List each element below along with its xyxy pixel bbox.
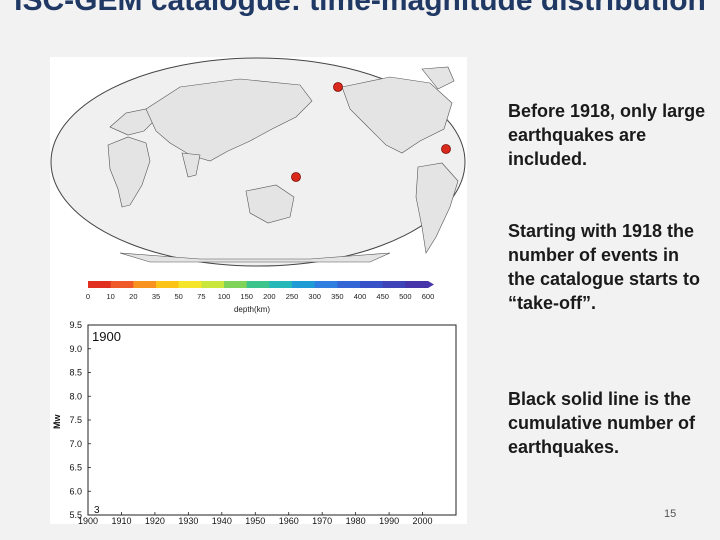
asia-landmass — [145, 78, 313, 162]
y-axis-ticks: 9.5 9.0 8.5 8.0 7.5 7.0 6.5 6.0 5.5 — [69, 320, 91, 520]
colorbar-segment — [337, 281, 361, 288]
alaska-event — [333, 82, 343, 92]
colorbar-segment — [405, 281, 429, 288]
greenland-landmass — [421, 66, 455, 90]
colorbar-segment — [269, 281, 293, 288]
x-axis-ticks: 1900 1910 1920 1930 1940 1950 1960 1970 1980 1990… — [78, 512, 433, 526]
bullet-item: Black solid line is the cumulative numbe… — [508, 389, 696, 457]
plot-year-label: 1900 — [92, 329, 121, 344]
colorbar-tick-label: 50 — [174, 292, 182, 301]
melanesia-event — [291, 172, 301, 182]
x-tick-label: 1950 — [245, 516, 265, 524]
colorbar-segment — [156, 281, 180, 288]
figure-panel: 0 10 20 35 50 75 100 150 200 250 300 350 400 450 500 60… — [50, 57, 467, 526]
continents — [107, 66, 459, 263]
antarctica-landmass — [119, 252, 391, 263]
x-tick-label: 1960 — [279, 516, 299, 524]
y-tick-label: 7.5 — [69, 415, 82, 425]
colorbar-segment — [246, 281, 270, 288]
x-tick-label: 2000 — [413, 516, 433, 524]
y-tick-label: 8.5 — [69, 368, 82, 378]
bullet-item: Starting with 1918 the number of events … — [508, 221, 701, 313]
figure-svg: 0 10 20 35 50 75 100 150 200 250 300 350 400 450 500 60… — [50, 57, 466, 526]
colorbar-tick-label: 600 — [422, 292, 435, 301]
y-tick-label: 6.5 — [69, 463, 82, 473]
colorbar-tick-label: 450 — [376, 292, 389, 301]
colorbar-segment — [360, 281, 384, 288]
south-america-landmass — [415, 162, 459, 254]
colorbar-tick-label: 400 — [354, 292, 367, 301]
caribbean-event — [441, 144, 451, 154]
colorbar-arrow — [428, 281, 434, 288]
y-tick-label: 6.0 — [69, 486, 82, 496]
bullet-item: Before 1918, only large earthquakes are … — [508, 101, 706, 169]
colorbar-label: depth(km) — [234, 305, 270, 314]
y-tick-label: 8.0 — [69, 391, 82, 401]
x-tick-label: 1900 — [78, 516, 98, 524]
india-landmass — [181, 152, 201, 178]
x-tick-label: 1920 — [145, 516, 165, 524]
colorbar-segment — [110, 281, 134, 288]
colorbar-segment — [133, 281, 157, 288]
y-tick-label: 9.0 — [69, 344, 82, 354]
x-tick-label: 1970 — [312, 516, 332, 524]
colorbar-tick-label: 10 — [106, 292, 114, 301]
colorbar-tick-label: 75 — [197, 292, 205, 301]
colorbar-segment — [382, 281, 406, 288]
colorbar-tick-label: 20 — [129, 292, 137, 301]
x-tick-label: 1930 — [178, 516, 198, 524]
y-tick-label: 5.5 — [69, 510, 82, 520]
depth-colorbar: 0 10 20 35 50 75 100 150 200 250 300 350 400 450 500 60… — [86, 281, 434, 301]
y-tick-label: 7.0 — [69, 439, 82, 449]
australia-landmass — [245, 184, 295, 224]
colorbar-tick-label: 35 — [152, 292, 160, 301]
colorbar-segment — [201, 281, 225, 288]
north-america-landmass — [341, 76, 453, 154]
page-number: 15 — [664, 508, 677, 520]
x-tick-label: 1980 — [346, 516, 366, 524]
colorbar-tick-label: 0 — [86, 292, 90, 301]
magnitude-plot: 1900 Mw 9.5 9.0 8.5 8.0 7.5 7.0 6.5 6.0 5.5 1900… — [52, 320, 457, 526]
cumulative-count-label: 3 — [94, 505, 100, 516]
colorbar-tick-label: 500 — [399, 292, 412, 301]
colorbar-segment — [292, 281, 316, 288]
colorbar-segment — [88, 281, 112, 288]
world-map — [50, 57, 466, 267]
y-tick-label: 9.5 — [69, 320, 82, 330]
colorbar-segment — [178, 281, 202, 288]
y-axis-label: Mw — [52, 414, 62, 429]
colorbar-tick-label: 250 — [286, 292, 299, 301]
colorbar-segment — [224, 281, 248, 288]
colorbar-tick-label: 150 — [240, 292, 253, 301]
colorbar-tick-label: 200 — [263, 292, 276, 301]
colorbar-segment — [314, 281, 338, 288]
x-tick-label: 1990 — [379, 516, 399, 524]
colorbar-tick-label: 300 — [308, 292, 321, 301]
slide-title: ISC-GEM catalogue: time-magnitude distri… — [14, 0, 706, 17]
plot-frame — [87, 324, 457, 516]
africa-landmass — [107, 136, 151, 208]
colorbar-tick-label: 100 — [218, 292, 231, 301]
colorbar-tick-label: 350 — [331, 292, 344, 301]
x-tick-label: 1910 — [111, 516, 131, 524]
x-tick-label: 1940 — [212, 516, 232, 524]
